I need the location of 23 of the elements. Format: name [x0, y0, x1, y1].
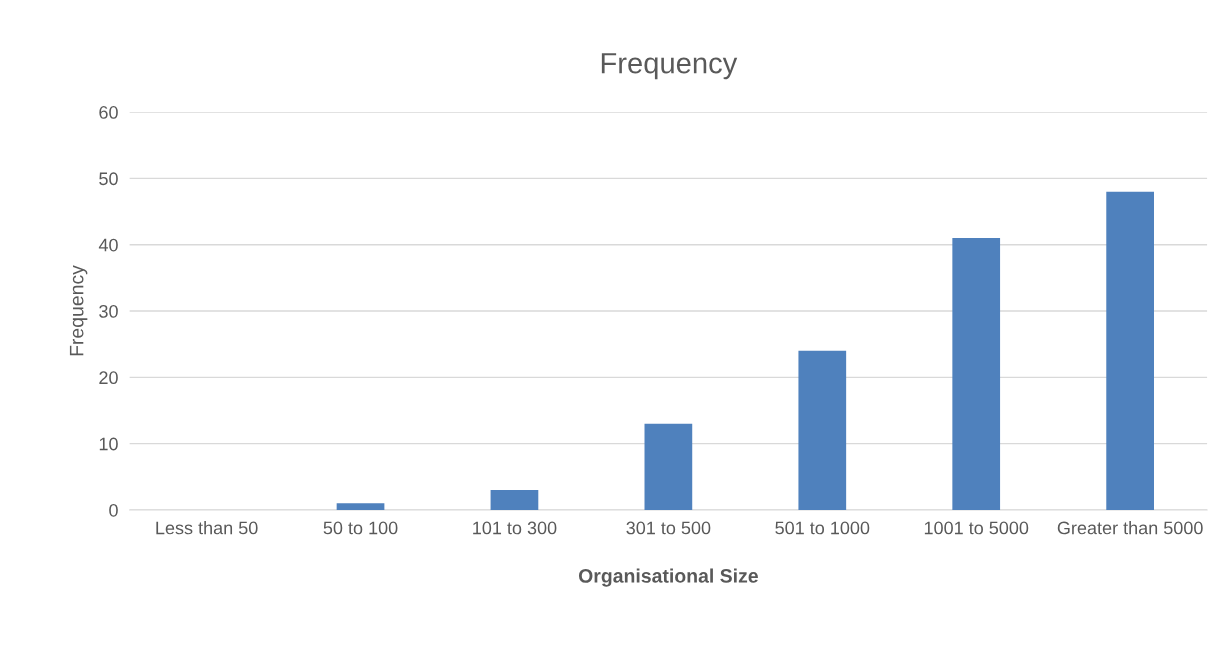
bar: [336, 503, 385, 510]
x-tick-label: Greater than 5000: [1057, 521, 1203, 535]
bar: [644, 423, 693, 510]
bar: [1106, 191, 1154, 510]
y-tick-label: 10: [99, 437, 118, 451]
y-tick-label: 20: [99, 371, 118, 385]
y-tick-label: 30: [99, 304, 118, 318]
y-tick-label: 50: [99, 172, 118, 186]
x-tick-label: Less than 50: [156, 521, 258, 535]
bar: [952, 238, 1001, 510]
x-tick-label: 101 to 300: [473, 521, 557, 535]
chart-title: Frequency: [601, 53, 738, 80]
y-tick-label: 60: [99, 106, 118, 119]
bar: [798, 350, 847, 510]
x-tick-label: 1001 to 5000: [924, 521, 1029, 535]
x-tick-label: 301 to 500: [626, 521, 711, 535]
y-axis-title: Frequency: [69, 265, 88, 356]
x-axis-title: Organisational Size: [578, 568, 758, 587]
bar: [490, 490, 539, 510]
x-tick-label: 501 to 1000: [775, 521, 870, 535]
y-tick-label: 0: [109, 503, 118, 517]
x-tick-label: 50 to 100: [323, 521, 398, 535]
y-tick-label: 40: [98, 238, 118, 252]
